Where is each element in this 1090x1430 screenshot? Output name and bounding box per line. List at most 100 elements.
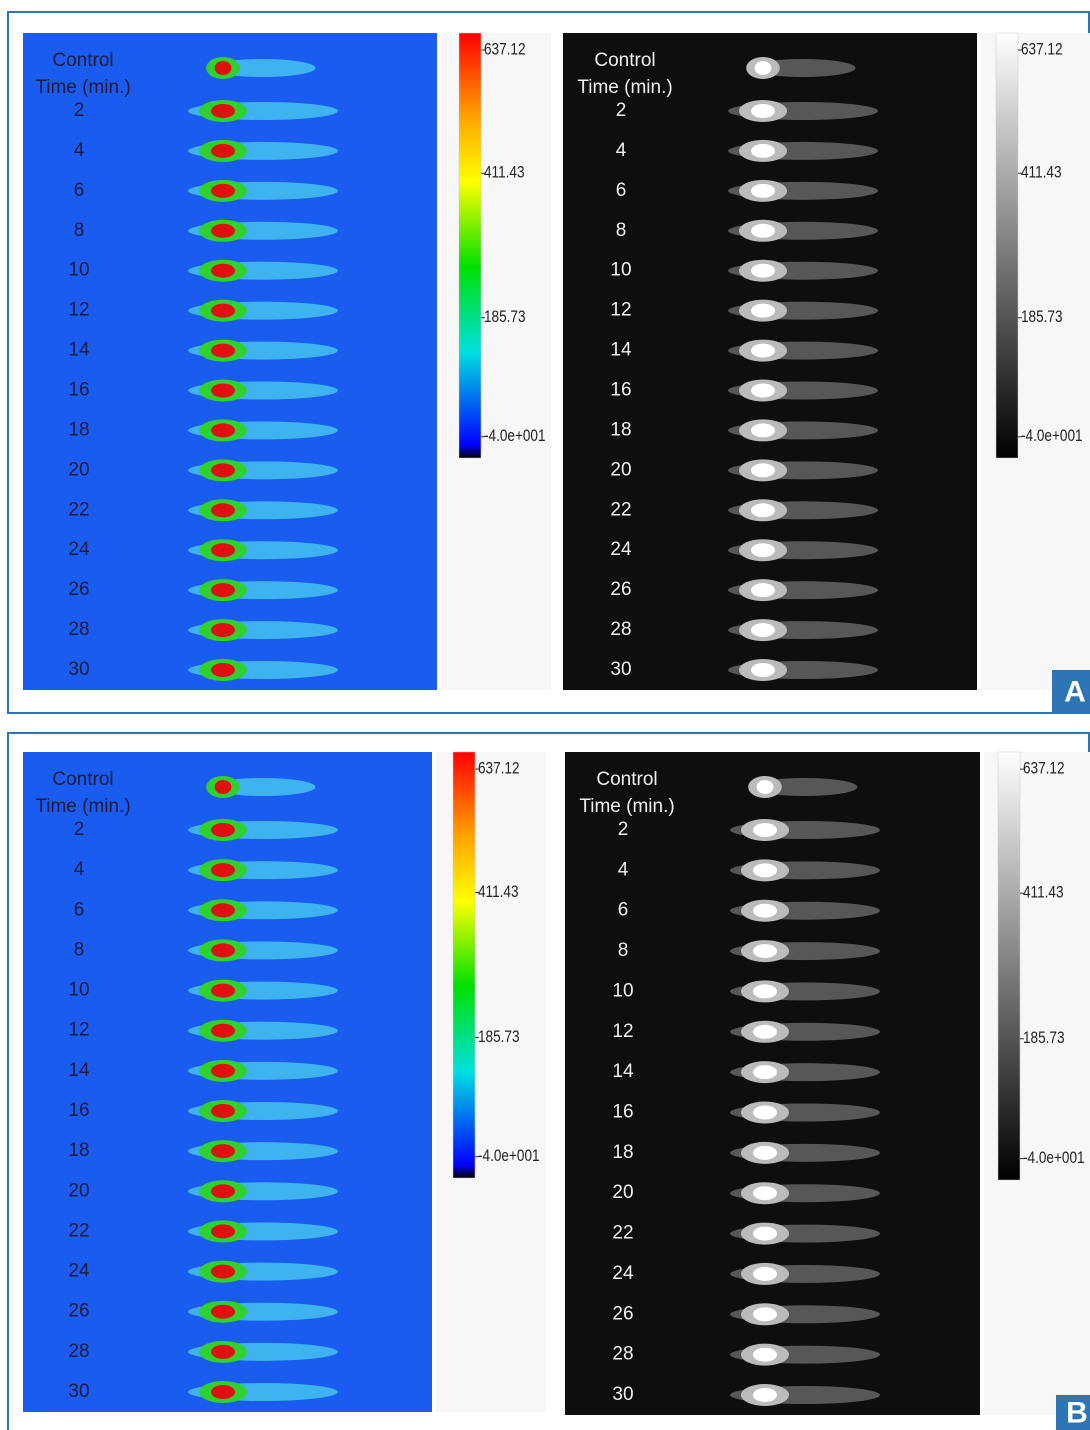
time-label: 6: [616, 180, 627, 201]
specimen: [188, 859, 338, 882]
specimen-core: [753, 1388, 777, 1402]
specimen: [728, 100, 878, 122]
specimen: [730, 1384, 880, 1406]
specimen: [728, 379, 878, 402]
time-label: 12: [68, 300, 89, 321]
specimen-core: [211, 263, 235, 278]
colorbar-label: 637.12: [484, 40, 526, 59]
time-label: 4: [74, 140, 85, 161]
specimen: [730, 1020, 880, 1043]
specimen: [730, 980, 880, 1003]
specimen-core: [211, 1385, 235, 1399]
time-label: 4: [618, 859, 629, 880]
specimen: [188, 379, 338, 402]
time-label: 20: [68, 459, 89, 480]
specimen: [730, 1343, 880, 1366]
time-label: 10: [68, 260, 89, 281]
specimen-core: [211, 1344, 235, 1359]
specimen: [188, 1059, 338, 1082]
specimen-core: [751, 423, 775, 438]
time-label: 2: [74, 100, 85, 121]
time-label: 2: [74, 819, 85, 840]
specimen-core: [751, 223, 775, 238]
time-label: 30: [610, 659, 631, 680]
specimen-core: [753, 1307, 777, 1322]
specimen: [188, 1260, 338, 1283]
colorbar-label: -4.0e+001: [1023, 1149, 1085, 1168]
specimen: [728, 579, 878, 602]
colorbar-label: 185.73: [478, 1028, 520, 1047]
time-label: 2: [618, 819, 629, 840]
specimen: [730, 1262, 880, 1285]
specimen-core: [756, 780, 774, 794]
specimen: [728, 539, 878, 562]
specimen: [188, 419, 338, 442]
colorbar: [997, 751, 1021, 1181]
specimen-core: [211, 943, 235, 958]
specimen: [206, 776, 316, 798]
time-label: 30: [612, 1384, 633, 1405]
specimen-core: [751, 383, 775, 398]
heading: Time (min.): [35, 77, 130, 98]
specimen: [206, 57, 316, 79]
time-label: 4: [616, 140, 627, 161]
specimen: [728, 659, 878, 681]
specimen: [188, 1300, 338, 1323]
time-label: 12: [610, 300, 631, 321]
specimen: [188, 939, 338, 962]
specimen-core: [211, 503, 235, 518]
time-label: 4: [74, 859, 85, 880]
specimen-core: [751, 183, 775, 198]
time-label: 20: [612, 1182, 633, 1203]
panel-letter-box: [1052, 670, 1090, 713]
heading: Time (min.): [35, 796, 130, 817]
time-label: 22: [68, 499, 89, 520]
time-label: 10: [610, 260, 631, 281]
specimen-core: [211, 303, 235, 318]
time-label: 12: [68, 1020, 89, 1041]
specimen-core: [211, 1184, 235, 1199]
specimen-core: [751, 623, 775, 638]
specimen-core: [753, 1266, 777, 1281]
scale-panel: [436, 752, 546, 1412]
specimen: [188, 539, 338, 562]
time-label: 10: [68, 980, 89, 1001]
heading: Control: [52, 50, 113, 71]
time-label: 22: [612, 1223, 633, 1244]
specimen: [730, 1303, 880, 1326]
heading: Control: [52, 769, 113, 790]
specimen: [728, 619, 878, 642]
colorbar-label: 185.73: [1023, 1029, 1065, 1048]
colorbar-label: 411.43: [1021, 163, 1062, 182]
specimen: [730, 1182, 880, 1205]
specimen-core: [211, 663, 235, 677]
specimen: [188, 459, 338, 482]
specimen: [188, 619, 338, 642]
specimen-core: [211, 1264, 235, 1279]
specimen-core: [751, 104, 775, 118]
specimen: [188, 259, 338, 282]
specimen-core: [211, 1104, 235, 1118]
time-label: 18: [68, 419, 89, 440]
specimen: [188, 579, 338, 602]
specimen-core: [753, 984, 777, 999]
time-label: 6: [74, 180, 85, 201]
time-label: 12: [612, 1021, 633, 1042]
time-label: 14: [610, 340, 632, 361]
specimen-core: [751, 303, 775, 318]
colorbar-label: 637.12: [1021, 40, 1063, 59]
specimen-core: [211, 823, 235, 837]
specimen: [188, 1381, 338, 1403]
specimen-core: [211, 463, 235, 478]
specimen: [730, 819, 880, 841]
specimen: [728, 419, 878, 442]
colorbar-label: 185.73: [484, 308, 526, 327]
specimen: [188, 339, 338, 362]
specimen-core: [211, 104, 235, 118]
specimen-core: [211, 583, 235, 598]
specimen: [746, 57, 856, 79]
specimen-core: [751, 663, 775, 677]
